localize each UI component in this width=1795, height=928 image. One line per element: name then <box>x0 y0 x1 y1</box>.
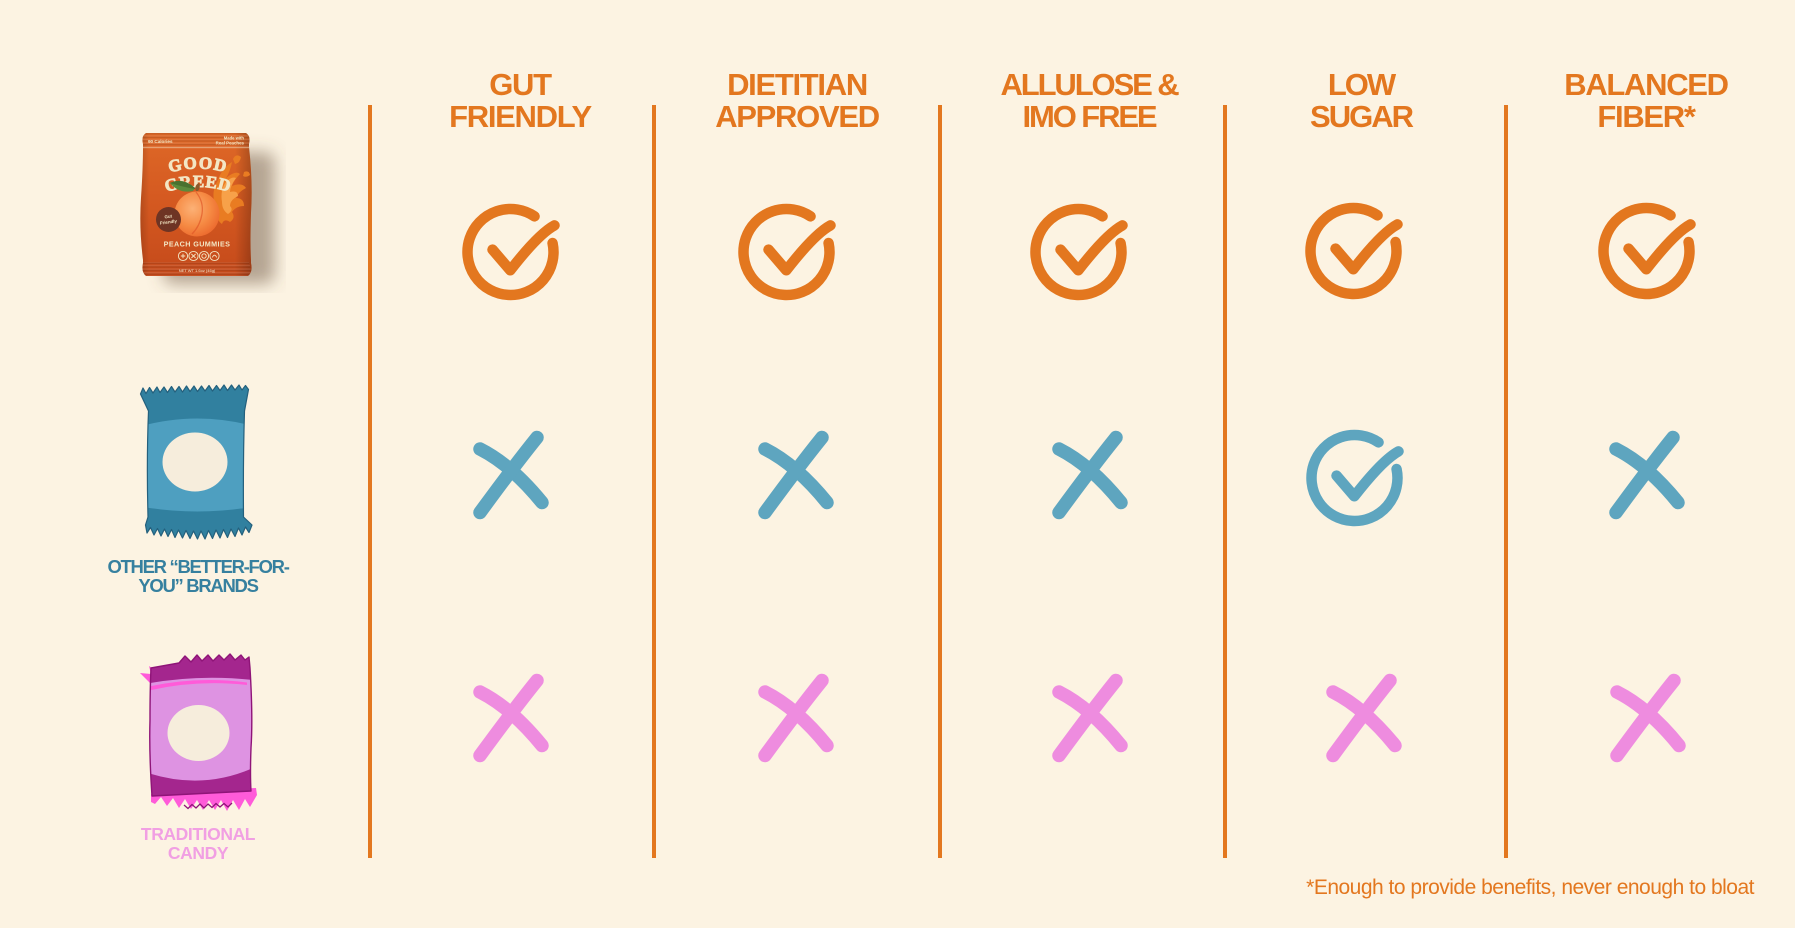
svg-text:Friendly: Friendly <box>160 218 178 225</box>
svg-text:Real Peaches: Real Peaches <box>216 141 245 146</box>
svg-text:Gut: Gut <box>164 213 173 219</box>
svg-text:NET WT 1.6oz (46g): NET WT 1.6oz (46g) <box>179 268 216 273</box>
svg-text:90 Calories: 90 Calories <box>148 139 173 144</box>
svg-text:Made with: Made with <box>224 136 245 141</box>
svg-text:PEACH GUMMIES: PEACH GUMMIES <box>164 240 231 249</box>
